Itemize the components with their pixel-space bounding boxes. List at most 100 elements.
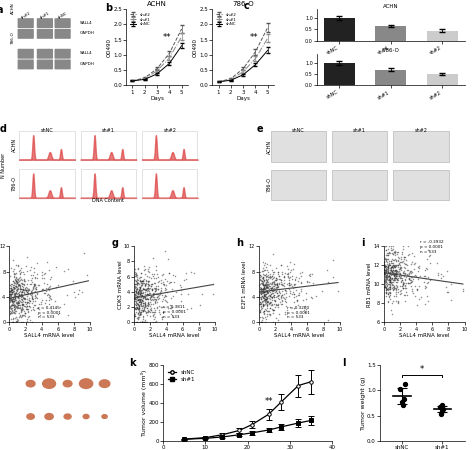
Point xyxy=(8,287,15,294)
Point xyxy=(135,287,143,294)
Point xyxy=(268,297,276,304)
Point xyxy=(406,267,413,274)
Point xyxy=(259,308,266,315)
Point xyxy=(134,310,142,318)
Point xyxy=(131,276,138,283)
Point xyxy=(155,283,162,290)
Point xyxy=(70,289,77,296)
Point xyxy=(386,280,393,288)
Point xyxy=(392,281,400,288)
Point xyxy=(23,284,31,291)
Point xyxy=(135,266,142,273)
Point xyxy=(141,301,148,308)
Point xyxy=(7,291,14,298)
Point xyxy=(138,277,146,284)
Point xyxy=(436,404,444,411)
Point xyxy=(136,319,144,326)
Point xyxy=(284,270,292,277)
Point xyxy=(133,288,140,295)
Point xyxy=(8,298,16,305)
Text: sh#1: sh#1 xyxy=(18,410,32,414)
Point xyxy=(141,296,149,303)
Point xyxy=(404,280,412,287)
Point xyxy=(167,310,175,318)
Point xyxy=(390,270,398,277)
Point xyxy=(131,304,139,311)
FancyBboxPatch shape xyxy=(55,18,71,28)
Y-axis label: RB1 mRNA level: RB1 mRNA level xyxy=(367,262,372,306)
Point xyxy=(259,314,266,321)
Point xyxy=(136,305,143,312)
Point xyxy=(150,290,158,297)
Point xyxy=(149,300,157,307)
Point xyxy=(394,297,402,305)
Point xyxy=(21,286,28,293)
Point xyxy=(135,292,143,299)
Point xyxy=(390,284,397,291)
Point xyxy=(33,294,41,302)
Point xyxy=(11,291,18,298)
Point xyxy=(280,276,288,283)
Point xyxy=(385,279,392,286)
Point xyxy=(19,293,27,300)
Point xyxy=(272,265,279,272)
Point xyxy=(146,295,154,302)
Point xyxy=(10,289,18,296)
Point xyxy=(8,291,15,298)
Point xyxy=(386,288,394,296)
Point xyxy=(131,301,138,308)
Point xyxy=(20,287,27,294)
Point xyxy=(8,307,16,315)
Point xyxy=(380,261,388,269)
Point xyxy=(382,262,390,270)
Point xyxy=(394,258,402,265)
Point xyxy=(14,297,21,304)
Point xyxy=(389,250,397,257)
Point xyxy=(259,295,266,302)
Point xyxy=(148,306,155,314)
Point xyxy=(386,261,393,269)
Point xyxy=(140,319,148,326)
Point xyxy=(133,279,141,286)
Point xyxy=(388,263,396,270)
Point xyxy=(255,292,263,299)
Point xyxy=(45,297,53,304)
Point xyxy=(146,302,154,310)
Point xyxy=(10,300,18,307)
Point xyxy=(161,292,168,299)
Point xyxy=(400,259,407,266)
Point xyxy=(131,266,139,273)
Point xyxy=(285,266,292,273)
Point xyxy=(303,279,310,286)
Point xyxy=(270,284,278,291)
Point xyxy=(260,283,268,290)
Point xyxy=(255,281,263,288)
Point xyxy=(422,284,429,291)
Point xyxy=(140,306,148,314)
Point xyxy=(153,296,160,303)
Point xyxy=(134,313,142,320)
Point xyxy=(391,262,399,269)
Point xyxy=(282,309,289,316)
Point xyxy=(383,272,390,279)
Point xyxy=(279,280,286,288)
Point xyxy=(256,298,264,306)
Point xyxy=(150,308,158,315)
Point xyxy=(146,290,153,297)
Point xyxy=(135,307,143,314)
Point xyxy=(396,261,404,269)
Point xyxy=(389,268,396,275)
Point xyxy=(261,260,269,267)
Point xyxy=(134,301,141,308)
Point xyxy=(385,275,393,283)
Point xyxy=(382,256,390,263)
Point xyxy=(267,301,275,308)
Point xyxy=(29,285,37,292)
Point xyxy=(13,290,20,297)
Point xyxy=(267,311,274,319)
Point xyxy=(14,300,22,307)
Point xyxy=(391,248,399,255)
Point xyxy=(165,279,173,287)
X-axis label: Days: Days xyxy=(236,96,250,101)
Text: r = 0.3811
p < 0.0001
n = 533: r = 0.3811 p < 0.0001 n = 533 xyxy=(163,306,185,319)
